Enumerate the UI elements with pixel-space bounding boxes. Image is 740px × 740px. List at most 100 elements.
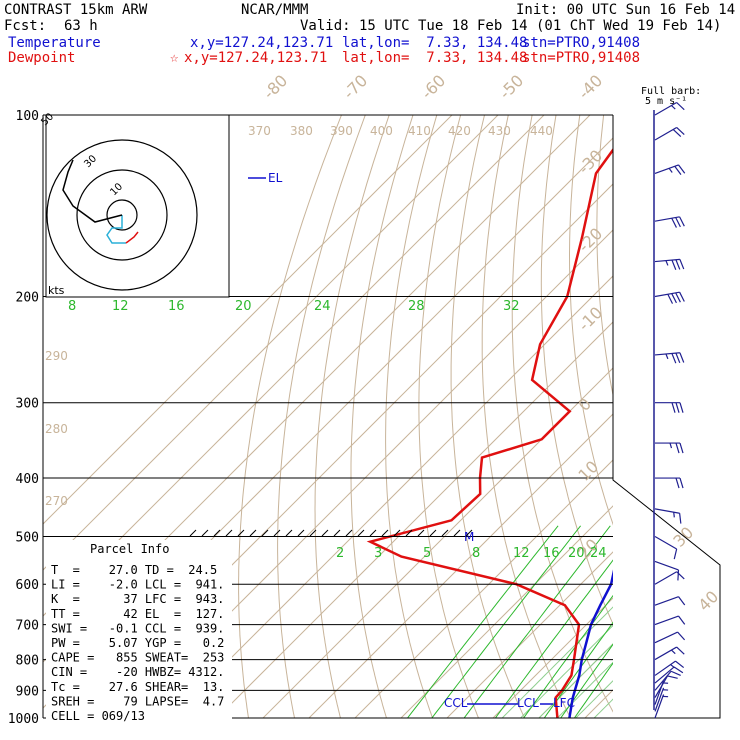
- isotherm-line: [308, 413, 613, 718]
- parcel-info-row: CELL = 069/13: [51, 709, 145, 723]
- hodograph-ring: [46, 139, 198, 291]
- theta-label: 410: [408, 124, 431, 138]
- wind-barb: [654, 646, 677, 661]
- wind-barb: [679, 513, 682, 524]
- dry-adiabat: [511, 115, 613, 713]
- isotherm-label: -40: [574, 71, 606, 103]
- freezing-hatch: [213, 529, 221, 537]
- freezing-hatch: [333, 529, 341, 537]
- wind-barb: [667, 675, 678, 679]
- mixing-ratio-line: [431, 525, 581, 718]
- dry-adiabat: [314, 115, 390, 718]
- isotherm-label: -30: [574, 146, 606, 178]
- dry-adiabat: [596, 115, 613, 398]
- mixing-ratio-label: 8: [472, 546, 480, 561]
- moist-adiabat: [538, 643, 613, 718]
- mixing-ratio-line: [573, 662, 613, 718]
- temp-latlon: lat,lon= 7.33, 134.48: [342, 35, 528, 51]
- hodograph-ring: [106, 199, 138, 231]
- wind-barb: [675, 217, 681, 228]
- isotherm-label: -10: [574, 303, 606, 335]
- wind-barb: [654, 101, 677, 116]
- parcel-info-row: T = 27.0 TD = 24.5: [51, 563, 217, 577]
- moist-adiabat-label: 16: [168, 299, 185, 314]
- theta-label: 440: [530, 124, 553, 138]
- wind-barb: [654, 352, 680, 356]
- theta-label: 380: [290, 124, 313, 138]
- dry-adiabat: [238, 115, 342, 718]
- wind-barb: [675, 402, 680, 413]
- pressure-tick-label: 300: [16, 397, 39, 412]
- wind-barb: [679, 291, 685, 302]
- wind-barb: [654, 675, 669, 698]
- wind-barb: [678, 596, 686, 606]
- freezing-hatch: [417, 529, 425, 537]
- legend-dewpoint: Dewpoint: [8, 50, 76, 66]
- dry-adiabat: [450, 115, 525, 718]
- wind-barb: [678, 164, 686, 174]
- wind-barb: [674, 165, 682, 175]
- wind-barb: [670, 670, 681, 676]
- wind-barb: [667, 293, 674, 304]
- isotherm-line: [43, 115, 499, 571]
- lcl-label: LCL: [517, 696, 539, 710]
- wind-barb: [671, 293, 677, 304]
- moist-adiabat-label: 32: [503, 299, 520, 314]
- dry-adiabat: [624, 115, 740, 718]
- moist-adiabat-label: 20: [235, 299, 252, 314]
- wind-barb: [654, 535, 677, 550]
- wind-barb: [676, 102, 685, 111]
- moist-adiabat: [520, 624, 613, 718]
- wind-barb: [675, 660, 685, 669]
- parcel-info-bg: [46, 540, 232, 725]
- freezing-hatch: [369, 529, 377, 537]
- isotherm-line: [492, 597, 613, 718]
- parcel-info-row: CIN = -20 HWBZ= 4312.: [51, 665, 224, 679]
- freezing-hatch: [285, 529, 293, 537]
- parcel-info-row: CAPE = 855 SWEAT= 253: [51, 651, 224, 665]
- wind-barb: [671, 353, 677, 364]
- wind-barb: [673, 512, 675, 518]
- wind-barb: [672, 129, 682, 138]
- center-name: NCAR/MMM: [241, 2, 309, 18]
- freezing-hatch: [273, 529, 281, 537]
- wind-barb: [654, 631, 678, 644]
- dew-xy: x,y=127.24,123.71: [184, 50, 328, 66]
- isotherm-line: [538, 643, 613, 718]
- moist-adiabat: [557, 661, 613, 718]
- wind-barb: [679, 259, 685, 270]
- freezing-hatch: [381, 529, 389, 537]
- wind-barb: [671, 402, 676, 413]
- theta-label: 270: [45, 494, 68, 508]
- isotherm-label: 10: [574, 457, 602, 485]
- parcel-info-box: Parcel Info T = 27.0 TD = 24.5LI = -2.0 L…: [46, 540, 232, 725]
- dry-adiabat: [385, 115, 438, 718]
- dew-stn: stn=PTRO,91408: [522, 50, 641, 66]
- freezing-hatch: [249, 529, 257, 537]
- theta-label: 420: [448, 124, 471, 138]
- lfc-label: LFC: [553, 696, 575, 710]
- wind-barb: [654, 164, 679, 175]
- wind-barb: [679, 216, 685, 227]
- moist-adiabat-label: 12: [112, 299, 129, 314]
- wind-barb: [654, 571, 677, 585]
- barb-legend-line1: Full barb:: [641, 86, 702, 97]
- wind-barb: [671, 259, 677, 270]
- hodograph-trace-low: [106, 215, 126, 244]
- freezing-hatch: [309, 529, 317, 537]
- mixing-ratio-label: 24: [590, 546, 607, 561]
- freezing-hatch: [321, 529, 329, 537]
- pressure-tick-label: 400: [16, 472, 39, 487]
- wind-barb: [654, 560, 679, 571]
- pressure-tick-label: 100: [16, 109, 39, 124]
- theta-label: 430: [488, 124, 511, 138]
- wind-barb: [676, 646, 685, 655]
- el-label: EL: [268, 171, 283, 185]
- mixing-ratio-line: [494, 559, 613, 718]
- wind-barb: [675, 352, 681, 364]
- wind-barb: [654, 694, 665, 719]
- isotherm-label: -60: [417, 71, 449, 103]
- wind-barb: [678, 615, 686, 625]
